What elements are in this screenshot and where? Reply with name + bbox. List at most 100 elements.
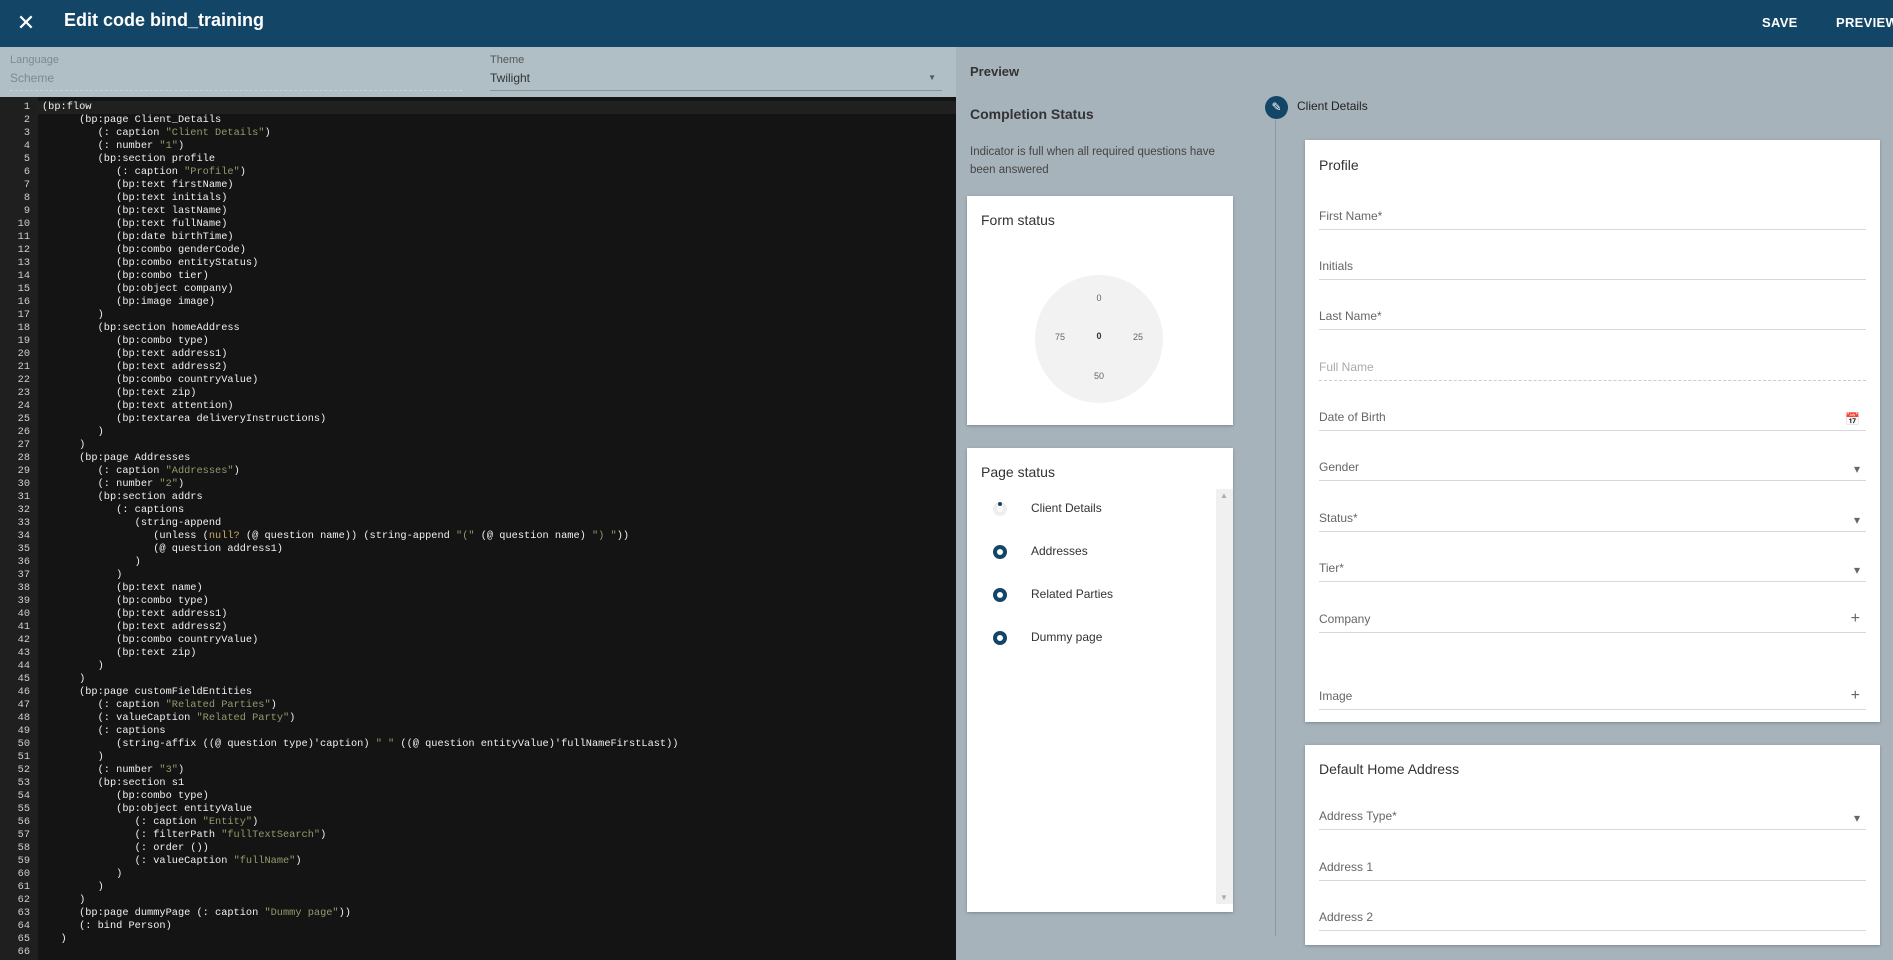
code-line[interactable]: (bp:combo type) bbox=[42, 335, 209, 347]
code-line[interactable]: (: captions bbox=[42, 504, 185, 516]
code-line[interactable]: (bp:date birthTime) bbox=[42, 231, 234, 243]
page-status-item[interactable]: Related Parties bbox=[981, 585, 1181, 605]
code-line[interactable]: (bp:text zip) bbox=[42, 387, 197, 399]
field-date-of-birth[interactable]: Date of Birth 📅 bbox=[1319, 401, 1866, 431]
code-line[interactable]: (bp:text fullName) bbox=[42, 218, 228, 230]
code-line[interactable]: (: caption "Client Details") bbox=[42, 127, 271, 139]
add-icon[interactable]: + bbox=[1850, 687, 1860, 704]
code-line[interactable]: (: caption "Entity") bbox=[42, 816, 259, 828]
code-line[interactable]: (: filterPath "fullTextSearch") bbox=[42, 829, 327, 841]
line-number: 35 bbox=[17, 543, 30, 555]
code-line[interactable]: (bp:combo countryValue) bbox=[42, 374, 259, 386]
code-line[interactable]: ) bbox=[42, 894, 86, 906]
code-line[interactable]: (bp:text zip) bbox=[42, 647, 197, 659]
field-status[interactable]: Status* ▾ bbox=[1319, 502, 1866, 532]
code-line[interactable]: (bp:image image) bbox=[42, 296, 216, 308]
calendar-icon[interactable]: 📅 bbox=[1845, 412, 1860, 426]
code-line[interactable]: (bp:section homeAddress bbox=[42, 322, 240, 334]
code-line[interactable]: ) bbox=[42, 569, 123, 581]
field-image[interactable]: Image + bbox=[1319, 680, 1866, 710]
code-line[interactable]: (bp:flow bbox=[42, 101, 92, 113]
field-last-name[interactable]: Last Name* bbox=[1319, 300, 1866, 330]
dropdown-arrow-icon[interactable]: ▾ bbox=[1853, 811, 1860, 825]
code-line[interactable]: (bp:text lastName) bbox=[42, 205, 228, 217]
code-line[interactable]: (bp:page customFieldEntities bbox=[42, 686, 253, 698]
code-line[interactable]: (bp:object company) bbox=[42, 283, 234, 295]
code-line[interactable]: (@ question address1) bbox=[42, 543, 283, 555]
code-line[interactable]: (bp:section addrs bbox=[42, 491, 203, 503]
field-company[interactable]: Company + bbox=[1319, 603, 1866, 633]
code-line[interactable]: (bp:text attention) bbox=[42, 400, 234, 412]
code-line[interactable]: ) bbox=[42, 751, 104, 763]
code-line[interactable]: ) bbox=[42, 673, 86, 685]
code-line[interactable]: (bp:combo genderCode) bbox=[42, 244, 246, 256]
code-line[interactable]: (unless (null? (@ question name)) (strin… bbox=[42, 530, 630, 542]
code-line[interactable]: (: valueCaption "Related Party") bbox=[42, 712, 296, 724]
code-line[interactable]: (string-affix ((@ question type)'caption… bbox=[42, 738, 679, 750]
code-line[interactable]: (bp:object entityValue bbox=[42, 803, 253, 815]
add-icon[interactable]: + bbox=[1850, 610, 1860, 627]
code-line[interactable]: (bp:text initials) bbox=[42, 192, 228, 204]
page-status-item[interactable]: Dummy page bbox=[981, 628, 1181, 648]
close-icon[interactable]: ✕ bbox=[16, 10, 36, 35]
scrollbar[interactable]: ▲ ▼ bbox=[1216, 489, 1233, 904]
code-line[interactable]: (bp:combo entityStatus) bbox=[42, 257, 259, 269]
code-line[interactable]: (bp:text address1) bbox=[42, 348, 228, 360]
code-line[interactable]: ) bbox=[42, 426, 104, 438]
field-tier[interactable]: Tier* ▾ bbox=[1319, 552, 1866, 582]
code-line[interactable]: (bp:combo type) bbox=[42, 595, 209, 607]
code-line[interactable]: (: captions bbox=[42, 725, 166, 737]
code-line[interactable]: (: caption "Related Parties") bbox=[42, 699, 277, 711]
preview-button[interactable]: PREVIEW bbox=[1836, 15, 1893, 30]
scroll-down-icon[interactable]: ▼ bbox=[1220, 893, 1228, 902]
code-line[interactable]: (bp:page Client_Details bbox=[42, 114, 222, 126]
code-line[interactable]: (: caption "Profile") bbox=[42, 166, 246, 178]
code-line[interactable]: (string-append bbox=[42, 517, 222, 529]
code-editor[interactable]: 1 2 3 4 5 6 7 8 9 10 11 12 13 14 15 16 17 18 19 20 21 22 23 24 2… bbox=[0, 97, 956, 960]
code-line[interactable]: (: order ()) bbox=[42, 842, 209, 854]
field-initials[interactable]: Initials bbox=[1319, 250, 1866, 280]
code-line[interactable]: (: valueCaption "fullName") bbox=[42, 855, 302, 867]
dropdown-arrow-icon[interactable]: ▾ bbox=[1853, 563, 1860, 577]
field-address-type[interactable]: Address Type* ▾ bbox=[1319, 800, 1866, 830]
dropdown-arrow-icon[interactable]: ▾ bbox=[1853, 462, 1860, 476]
step-label[interactable]: Client Details bbox=[1297, 99, 1368, 113]
save-button[interactable]: SAVE bbox=[1762, 15, 1798, 30]
field-first-name[interactable]: First Name* bbox=[1319, 200, 1866, 230]
code-line[interactable]: (: number "2") bbox=[42, 478, 185, 490]
code-line[interactable]: (bp:text address2) bbox=[42, 361, 228, 373]
code-line[interactable]: (bp:section s1 bbox=[42, 777, 185, 789]
code-line[interactable]: ) bbox=[42, 933, 67, 945]
field-address-2[interactable]: Address 2 bbox=[1319, 901, 1866, 931]
code-line[interactable]: (bp:text address2) bbox=[42, 621, 228, 633]
code-line[interactable]: ) bbox=[42, 660, 104, 672]
code-line[interactable]: ) bbox=[42, 439, 86, 451]
page-status-item[interactable]: Client Details bbox=[981, 499, 1181, 519]
code-line[interactable]: (: number "1") bbox=[42, 140, 185, 152]
code-line[interactable]: ) bbox=[42, 881, 104, 893]
code-line[interactable]: (bp:combo tier) bbox=[42, 270, 209, 282]
edit-pencil-icon[interactable]: ✎ bbox=[1265, 96, 1288, 119]
code-line[interactable]: (bp:combo type) bbox=[42, 790, 209, 802]
page-status-item[interactable]: Addresses bbox=[981, 542, 1181, 562]
code-line[interactable]: (bp:text firstName) bbox=[42, 179, 234, 191]
code-line[interactable]: ) bbox=[42, 309, 104, 321]
code-line[interactable]: (bp:page Addresses bbox=[42, 452, 191, 464]
code-line[interactable]: (: caption "Addresses") bbox=[42, 465, 240, 477]
code-line[interactable]: (bp:section profile bbox=[42, 153, 216, 165]
code-line[interactable]: ) bbox=[42, 556, 141, 568]
field-gender[interactable]: Gender ▾ bbox=[1319, 451, 1866, 481]
code-line[interactable]: (: bind Person) bbox=[42, 920, 172, 932]
gauge-tick-0: 0 bbox=[1096, 293, 1102, 303]
scroll-up-icon[interactable]: ▲ bbox=[1220, 491, 1228, 500]
code-line[interactable]: (bp:textarea deliveryInstructions) bbox=[42, 413, 327, 425]
code-line[interactable]: (bp:text name) bbox=[42, 582, 203, 594]
code-line[interactable]: (bp:text address1) bbox=[42, 608, 228, 620]
code-line[interactable]: (: number "3") bbox=[42, 764, 185, 776]
dropdown-arrow-icon[interactable]: ▾ bbox=[1853, 513, 1860, 527]
code-line[interactable]: ) bbox=[42, 868, 123, 880]
field-address-1[interactable]: Address 1 bbox=[1319, 851, 1866, 881]
code-line[interactable]: (bp:page dummyPage (: caption "Dummy pag… bbox=[42, 907, 351, 919]
theme-select[interactable]: Twilight ▼ bbox=[490, 69, 942, 91]
code-line[interactable]: (bp:combo countryValue) bbox=[42, 634, 259, 646]
